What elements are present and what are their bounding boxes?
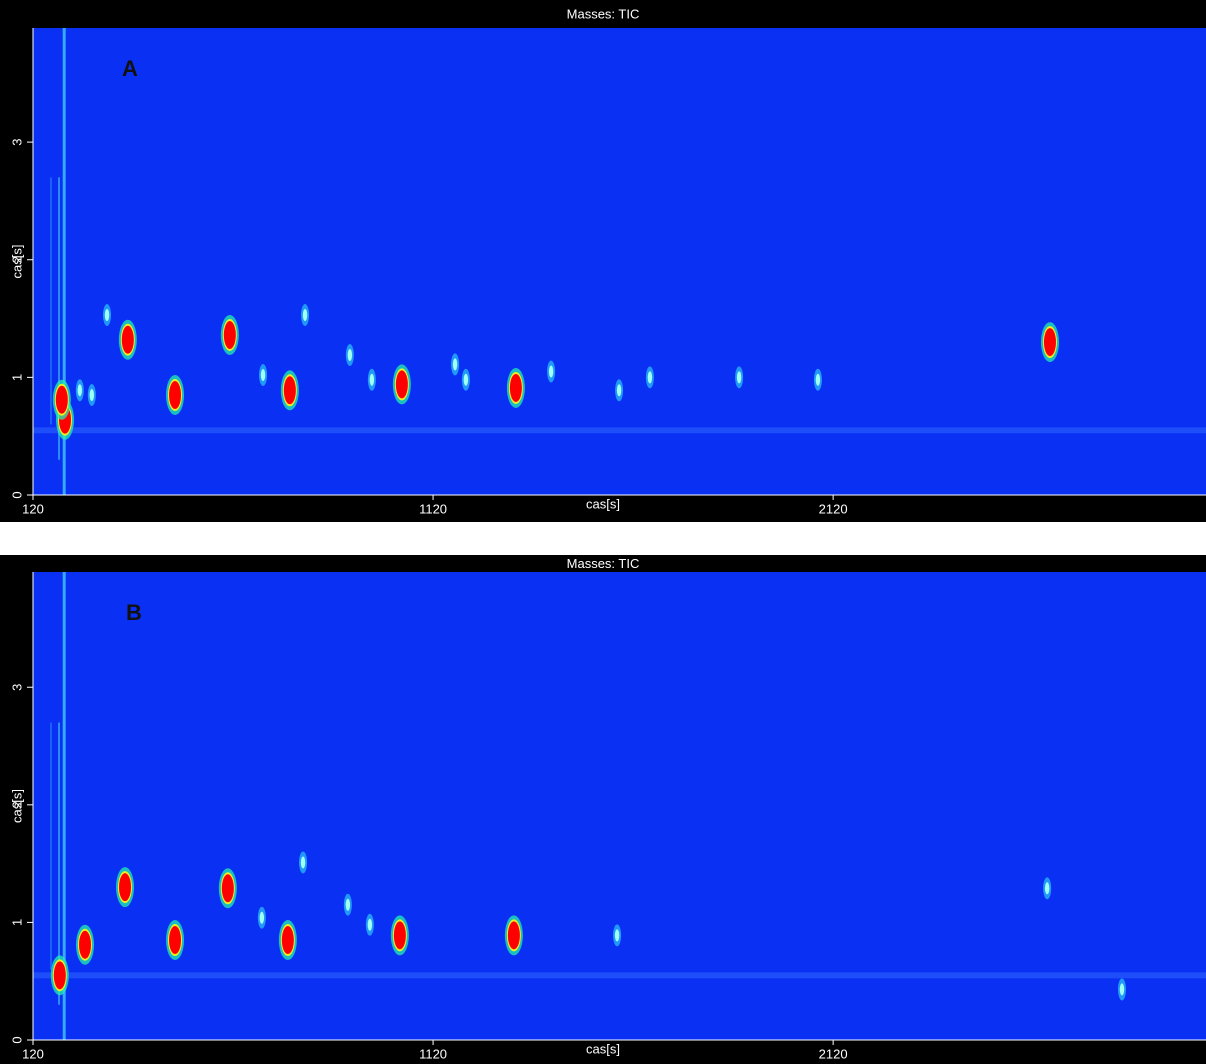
- chart-title: Masses: TIC: [567, 556, 640, 571]
- y-tick-label: 1: [9, 374, 24, 381]
- peak: [613, 924, 621, 946]
- peak-core: [224, 321, 236, 349]
- peak-core: [549, 365, 553, 377]
- peak-core: [169, 381, 181, 409]
- peak: [221, 315, 239, 355]
- peak: [51, 955, 69, 995]
- x-tick-label: 120: [22, 501, 44, 516]
- x-tick-label: 1120: [419, 501, 447, 516]
- y-tick-label: 1: [9, 919, 24, 926]
- y-axis-label: cas[s]: [9, 245, 24, 279]
- peak: [451, 353, 459, 375]
- peak: [299, 851, 307, 873]
- peak-core: [222, 874, 234, 902]
- x-axis-label: cas[s]: [586, 1041, 620, 1056]
- peak-core: [348, 349, 352, 361]
- peak: [258, 907, 266, 929]
- peak: [166, 920, 184, 960]
- peak-core: [261, 369, 265, 381]
- peak-core: [56, 386, 68, 414]
- peak-core: [1044, 328, 1056, 356]
- peak-core: [301, 856, 305, 868]
- peak-core: [615, 929, 619, 941]
- peak: [462, 369, 470, 391]
- peak-core: [737, 371, 741, 383]
- peak-core: [54, 961, 66, 989]
- chart-title: Masses: TIC: [567, 6, 640, 21]
- baseline-band: [33, 427, 1206, 433]
- y-tick-label: 3: [9, 138, 24, 145]
- peak: [119, 320, 137, 360]
- peak: [735, 366, 743, 388]
- peak: [366, 914, 374, 936]
- peak-core: [78, 384, 82, 396]
- peak-core: [284, 376, 296, 404]
- peak: [391, 915, 409, 955]
- x-tick-label: 2120: [819, 1046, 848, 1061]
- x-axis-label: cas[s]: [586, 496, 620, 511]
- plot-area: [33, 572, 1206, 1040]
- peak-core: [90, 389, 94, 401]
- peak: [259, 364, 267, 386]
- peak-core: [1120, 983, 1124, 995]
- y-axis-label: cas[s]: [9, 789, 24, 823]
- peak: [344, 894, 352, 916]
- baseline-band: [33, 972, 1206, 978]
- peak-core: [453, 358, 457, 370]
- peak-core: [346, 899, 350, 911]
- peak-core: [464, 374, 468, 386]
- peak-core: [303, 309, 307, 321]
- peak: [1043, 877, 1051, 899]
- peak-core: [169, 926, 181, 954]
- peak-core: [617, 384, 621, 396]
- peak: [505, 915, 523, 955]
- peak-core: [508, 921, 520, 949]
- x-tick-label: 120: [22, 1046, 44, 1061]
- peak: [116, 867, 134, 907]
- peak: [646, 366, 654, 388]
- peak: [166, 375, 184, 415]
- peak: [393, 364, 411, 404]
- peak: [88, 384, 96, 406]
- peak: [368, 369, 376, 391]
- peak-core: [368, 919, 372, 931]
- x-tick-label: 1120: [419, 1046, 447, 1061]
- peak: [346, 344, 354, 366]
- peak-core: [119, 873, 131, 901]
- peak: [507, 368, 525, 408]
- peak-core: [122, 326, 134, 354]
- peak: [1041, 322, 1059, 362]
- peak-core: [370, 374, 374, 386]
- peak: [76, 379, 84, 401]
- chart: Masses: TIC012312011202120cas[s]cas[s]AM…: [0, 0, 1206, 1064]
- peak: [814, 369, 822, 391]
- peak: [547, 360, 555, 382]
- peak-core: [396, 370, 408, 398]
- peak-core: [1045, 882, 1049, 894]
- y-tick-label: 0: [9, 1036, 24, 1043]
- peak-core: [648, 371, 652, 383]
- peak: [279, 920, 297, 960]
- x-tick-label: 2120: [819, 501, 848, 516]
- panel-label: A: [122, 56, 138, 81]
- peak: [281, 370, 299, 410]
- peak: [615, 379, 623, 401]
- peak-core: [394, 921, 406, 949]
- peak: [219, 868, 237, 908]
- peak: [53, 380, 71, 420]
- peak: [301, 304, 309, 326]
- plot-area: [33, 28, 1206, 495]
- peak-core: [260, 912, 264, 924]
- y-tick-label: 3: [9, 684, 24, 691]
- peak-core: [105, 309, 109, 321]
- y-tick-label: 0: [9, 491, 24, 498]
- panel-label: B: [126, 600, 142, 625]
- peak-core: [816, 374, 820, 386]
- peak: [76, 925, 94, 965]
- peak-core: [510, 374, 522, 402]
- peak-core: [282, 926, 294, 954]
- peak: [103, 304, 111, 326]
- peak: [1118, 978, 1126, 1000]
- peak-core: [79, 931, 91, 959]
